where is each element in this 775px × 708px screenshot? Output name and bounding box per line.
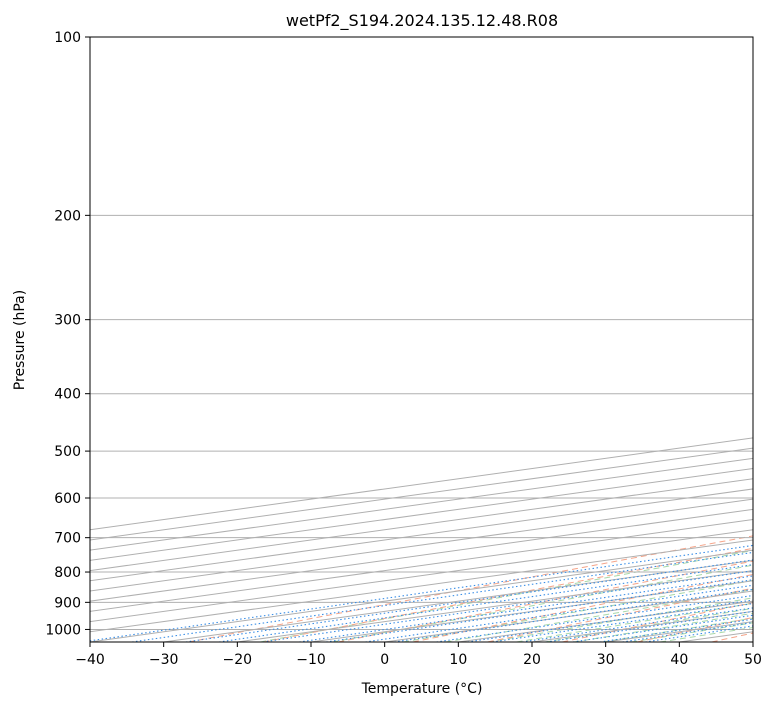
moist-adiabat <box>332 564 753 642</box>
moist-adiabat <box>260 549 753 642</box>
isotherm <box>90 508 753 602</box>
mixing-ratio-line <box>546 610 753 642</box>
dry-adiabat <box>263 547 753 642</box>
x-tick-label: −20 <box>223 652 253 668</box>
chart-title: wetPf2_S194.2024.135.12.48.R08 <box>286 11 558 31</box>
y-tick-label: 100 <box>54 30 81 46</box>
isotherm <box>90 519 753 612</box>
isotherm <box>90 529 753 623</box>
y-tick-label: 500 <box>54 444 81 460</box>
x-tick-label: 20 <box>523 652 541 668</box>
isotherm <box>90 498 753 592</box>
moist-adiabat <box>445 588 753 642</box>
isotherm <box>90 457 753 551</box>
dry-adiabat <box>188 535 753 642</box>
x-tick-label: 40 <box>670 652 688 668</box>
mixing-ratio-line <box>492 602 753 642</box>
mixing-ratio-line <box>131 551 753 642</box>
x-tick-label: 0 <box>380 652 389 668</box>
x-axis-title: Temperature (°C) <box>361 681 483 697</box>
x-tick-label: −40 <box>75 652 105 668</box>
y-tick-label: 600 <box>54 491 81 507</box>
x-tick-label: 10 <box>449 652 467 668</box>
plot-area-background <box>90 37 753 642</box>
mixing-ratio-line <box>467 599 753 642</box>
mixing-ratio-line <box>572 614 753 642</box>
y-tick-label: 700 <box>54 531 81 547</box>
isotherm <box>90 468 753 561</box>
ticks-layer: −40 −30 −20 −10 0 10 20 30 40 50 100 200 300 400 500 60… <box>45 30 762 668</box>
mixing-ratio-line <box>185 559 753 642</box>
y-tick-label: 900 <box>54 595 81 611</box>
y-tick-label: 1000 <box>45 622 81 638</box>
dry-adiabat <box>487 587 753 642</box>
moist-adiabat <box>403 579 753 642</box>
isotherm <box>90 478 753 572</box>
dry-adiabat <box>412 573 753 642</box>
y-tick-label: 800 <box>54 565 81 581</box>
plot-frame <box>89 36 754 643</box>
y-axis-title: Pressure (hPa) <box>12 290 28 390</box>
y-tick-label: 400 <box>54 387 81 403</box>
x-tick-label: 50 <box>744 652 762 668</box>
isotherm <box>90 539 753 633</box>
background-lines <box>90 37 753 642</box>
x-tick-label: −10 <box>296 652 326 668</box>
x-tick-label: 30 <box>597 652 615 668</box>
mixing-ratio-line <box>90 544 753 642</box>
mixing-ratio-line <box>522 607 753 642</box>
y-tick-label: 200 <box>54 208 81 224</box>
y-tick-label: 300 <box>54 313 81 329</box>
isotherm <box>90 488 753 582</box>
x-tick-label: −30 <box>149 652 179 668</box>
